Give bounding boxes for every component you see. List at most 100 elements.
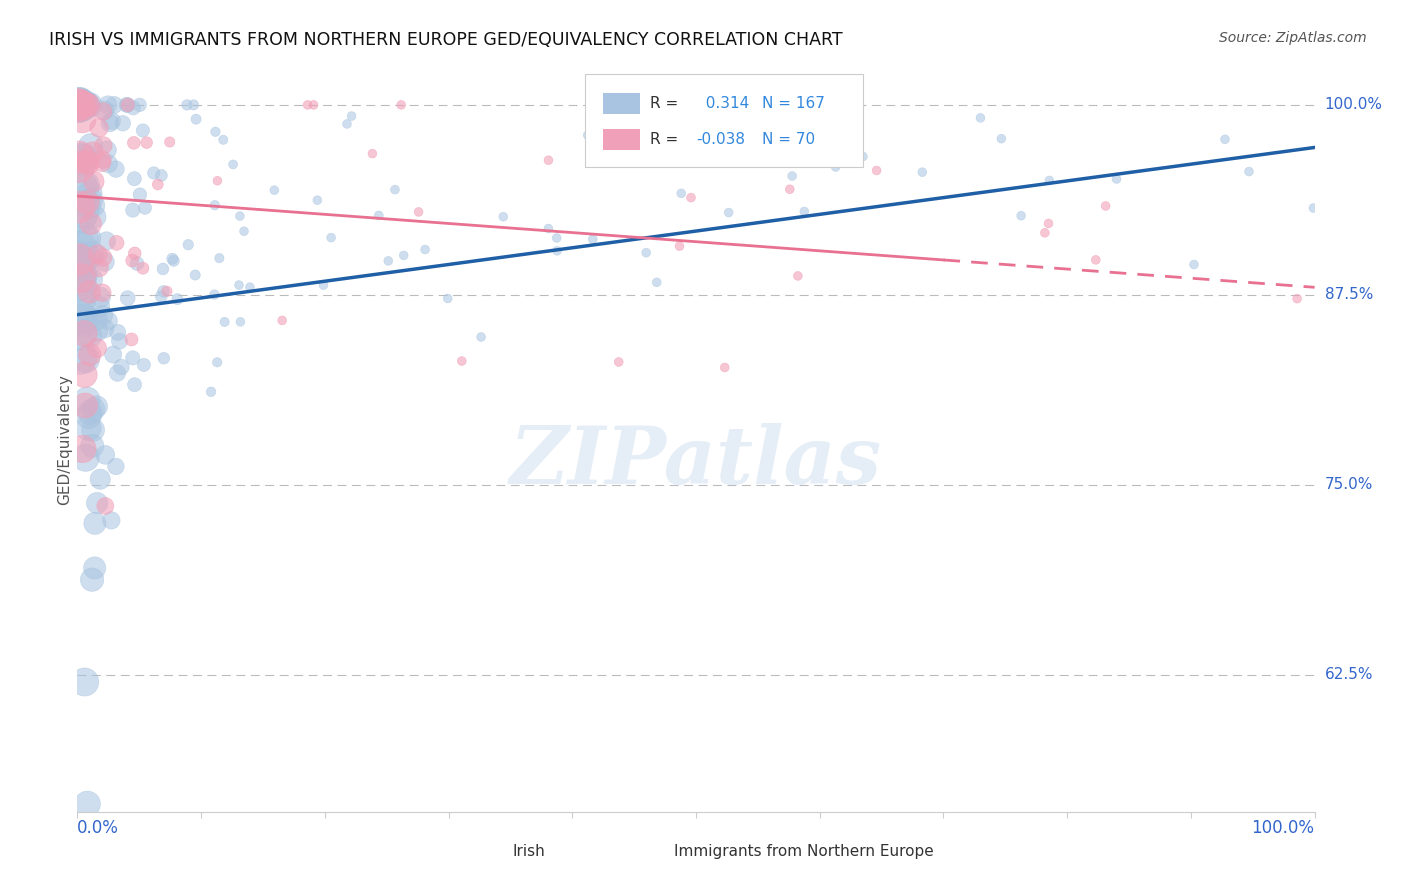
Point xyxy=(79,186,101,201)
Point xyxy=(207,174,229,188)
Point xyxy=(67,98,90,112)
FancyBboxPatch shape xyxy=(585,74,863,168)
FancyBboxPatch shape xyxy=(628,844,665,860)
Point xyxy=(94,448,117,462)
Point xyxy=(72,442,94,456)
Text: 0.0%: 0.0% xyxy=(77,820,120,838)
Point xyxy=(648,109,671,123)
Point xyxy=(146,178,169,192)
Point xyxy=(73,98,96,112)
Point xyxy=(645,276,668,290)
Point xyxy=(98,116,121,130)
Point xyxy=(89,260,111,275)
Point xyxy=(67,277,90,291)
Point xyxy=(413,243,436,257)
Point xyxy=(163,253,186,268)
Point xyxy=(93,138,115,153)
Point xyxy=(1084,252,1107,267)
Point xyxy=(86,400,108,414)
Point xyxy=(312,278,335,293)
Point xyxy=(135,136,157,150)
Point xyxy=(124,171,146,186)
Point xyxy=(86,341,108,355)
Point xyxy=(786,268,808,283)
Text: Immigrants from Northern Europe: Immigrants from Northern Europe xyxy=(673,844,934,859)
Point xyxy=(779,182,801,196)
Point xyxy=(67,200,90,214)
Point xyxy=(214,315,236,329)
Point xyxy=(166,292,188,306)
Point xyxy=(73,98,96,112)
Point xyxy=(83,402,105,417)
Point xyxy=(84,210,107,224)
Point xyxy=(229,209,252,223)
Point xyxy=(668,239,690,253)
Point xyxy=(77,98,100,112)
Point xyxy=(436,292,458,306)
Point xyxy=(75,399,97,413)
Point xyxy=(162,252,184,266)
Point xyxy=(83,516,105,531)
Point xyxy=(117,291,139,305)
Point xyxy=(367,209,389,223)
Point xyxy=(340,109,363,123)
Point xyxy=(82,145,104,160)
Point xyxy=(73,675,96,690)
Point xyxy=(1213,132,1236,146)
Point xyxy=(132,358,155,372)
Point xyxy=(80,138,103,153)
Point xyxy=(69,98,91,112)
Point xyxy=(89,300,111,314)
Point xyxy=(67,98,90,112)
FancyBboxPatch shape xyxy=(603,93,640,114)
Point xyxy=(586,98,609,112)
Point xyxy=(204,198,226,212)
Point xyxy=(67,160,90,174)
Point xyxy=(671,186,693,201)
Text: Source: ZipAtlas.com: Source: ZipAtlas.com xyxy=(1219,31,1367,45)
Y-axis label: GED/Equivalency: GED/Equivalency xyxy=(56,374,72,505)
Point xyxy=(239,280,262,294)
Point xyxy=(75,98,97,112)
FancyBboxPatch shape xyxy=(603,128,640,150)
Point xyxy=(361,146,384,161)
Point xyxy=(97,157,120,171)
Point xyxy=(75,178,97,192)
Point xyxy=(70,98,93,112)
Point xyxy=(184,112,207,127)
Point xyxy=(713,360,735,375)
Point xyxy=(79,193,101,207)
Point xyxy=(911,165,934,179)
Point xyxy=(86,312,108,326)
Point xyxy=(1038,173,1060,187)
Point xyxy=(228,278,250,293)
Point xyxy=(67,209,90,223)
Point xyxy=(666,98,689,112)
Point xyxy=(124,377,146,392)
Point xyxy=(79,272,101,286)
Point xyxy=(110,359,132,374)
Point xyxy=(69,327,91,342)
Point xyxy=(87,247,110,261)
Point xyxy=(67,252,90,267)
Point xyxy=(76,199,98,213)
Point xyxy=(142,166,165,180)
Point xyxy=(1038,216,1060,230)
Point xyxy=(117,98,139,112)
Point xyxy=(392,248,415,262)
Point xyxy=(82,245,104,260)
Point xyxy=(70,271,93,285)
Point xyxy=(546,244,568,258)
Point xyxy=(91,285,114,300)
Point xyxy=(79,348,101,362)
Point xyxy=(82,199,104,213)
Point xyxy=(969,111,991,125)
Point xyxy=(69,291,91,305)
Point xyxy=(492,210,515,224)
Point xyxy=(865,163,887,178)
Point xyxy=(91,251,114,265)
Point xyxy=(233,224,256,238)
Point xyxy=(159,135,181,149)
Point xyxy=(222,157,245,171)
Point xyxy=(780,169,803,183)
